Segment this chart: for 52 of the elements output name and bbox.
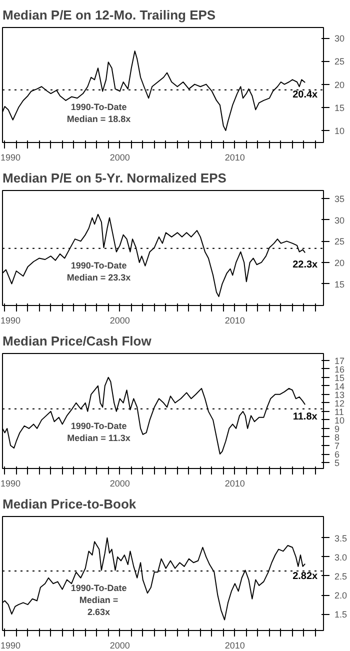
y-tick-label: 3.0 (334, 552, 348, 562)
y-tick-label: 14 (334, 381, 345, 392)
y-tick-label: 20 (334, 80, 345, 90)
y-tick-label: 15 (334, 279, 345, 290)
x-tick-label: 2010 (224, 478, 245, 488)
y-tick-label: 6 (334, 450, 340, 460)
y-tick-label: 10 (334, 415, 345, 426)
annotation: 11.8x (292, 412, 318, 423)
x-tick-label: 1990 (0, 152, 21, 162)
y-tick-label: 20 (334, 258, 345, 268)
y-tick-label: 15 (334, 102, 345, 113)
x-tick-label: 2010 (224, 640, 245, 650)
chart-title: Median P/E on 12-Mo. Trailing EPS (2, 8, 216, 22)
y-tick-label: 3.5 (334, 533, 348, 544)
y-tick-label: 15 (334, 372, 345, 383)
y-tick-label: 2.5 (334, 571, 348, 582)
ref-line-label: 1990-To-Date Median = 2.63x (70, 583, 127, 618)
x-tick-label: 2000 (110, 478, 130, 488)
y-tick-label: 8 (334, 432, 340, 442)
y-tick-label: 17 (334, 356, 345, 366)
x-tick-label: 2000 (110, 316, 130, 326)
x-tick-label: 1990 (0, 316, 21, 326)
y-tick-label: 25 (334, 236, 345, 247)
y-tick-label: 5 (334, 458, 340, 468)
x-tick-label: 2010 (224, 152, 245, 162)
y-tick-label: 30 (334, 34, 345, 44)
x-tick-label: 2010 (224, 316, 245, 326)
y-tick-label: 10 (334, 126, 345, 136)
y-tick-label: 13 (334, 390, 345, 400)
y-tick-label: 2.0 (334, 590, 348, 601)
y-tick-label: 25 (334, 56, 345, 67)
x-tick-label: 2000 (110, 640, 130, 650)
x-tick-label: 1990 (0, 478, 21, 488)
ref-line-label: 1990-To-Date Median = 18.8x (66, 102, 131, 124)
y-tick-label: 7 (334, 441, 340, 451)
y-tick-label: 35 (334, 194, 345, 204)
ref-line-label: 1990-To-Date Median = 11.3x (67, 420, 130, 443)
chart-title: Median Price/Cash Flow (2, 334, 152, 348)
chart-title: Median Price-to-Book (2, 496, 137, 512)
ref-line-label: 1990-To-Date Median = 23.3x (66, 260, 131, 282)
y-tick-label: 11 (334, 406, 344, 417)
chart-title: Median P/E on 5-Yr. Normalized EPS (2, 170, 227, 186)
y-tick-label: 30 (334, 215, 345, 226)
y-tick-label: 12 (334, 398, 345, 408)
annotation: 20.4x (292, 89, 318, 100)
y-tick-label: 1.5 (334, 610, 348, 620)
annotation: 2.82x (292, 570, 318, 582)
y-tick-label: 16 (334, 364, 345, 374)
y-tick-label: 9 (334, 424, 340, 434)
x-tick-label: 2000 (110, 152, 130, 162)
x-tick-label: 1990 (0, 640, 21, 650)
annotation: 22.3x (292, 260, 318, 271)
